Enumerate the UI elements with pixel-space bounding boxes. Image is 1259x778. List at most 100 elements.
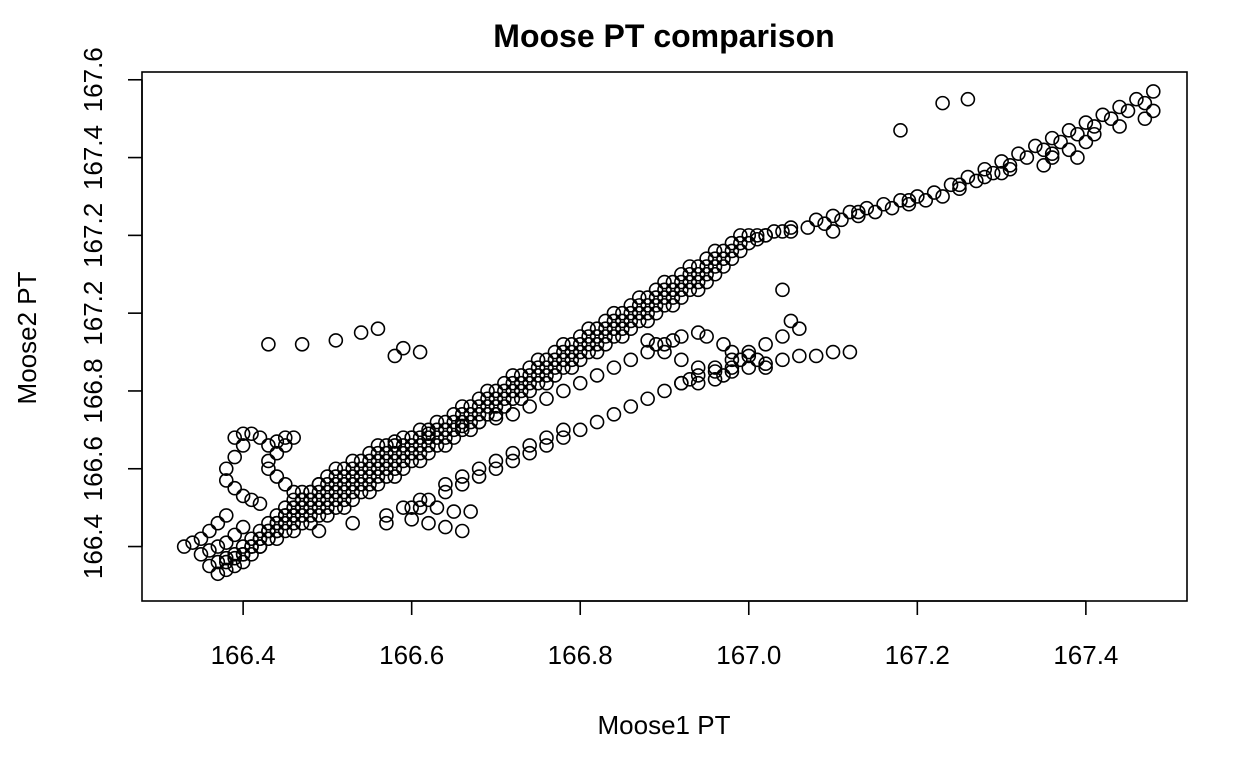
data-point: [1087, 126, 1102, 142]
data-point: [438, 438, 453, 453]
data-point: [286, 484, 301, 500]
data-point: [395, 453, 411, 469]
data-point: [1061, 123, 1077, 138]
data-point: [623, 399, 639, 414]
x-tick-label: 166.6: [379, 640, 444, 670]
data-point: [1095, 107, 1111, 123]
data-point: [320, 484, 335, 500]
data-point: [277, 500, 293, 515]
data-point: [716, 259, 731, 274]
data-point: [202, 543, 217, 558]
data-point: [471, 469, 487, 484]
data-point: [631, 298, 647, 313]
data-point: [454, 418, 470, 434]
data-point: [463, 406, 478, 422]
data-point: [749, 228, 765, 243]
data-point: [235, 488, 251, 504]
data-point: [336, 492, 352, 508]
data-point: [589, 414, 605, 430]
data-point: [1019, 150, 1035, 165]
data-point: [564, 344, 580, 360]
data-point: [564, 336, 580, 352]
data-point: [572, 344, 588, 360]
data-point: [353, 477, 369, 492]
data-point: [454, 477, 470, 492]
data-point: [294, 484, 310, 500]
data-point: [277, 508, 293, 523]
data-point: [320, 477, 335, 492]
data-point: [370, 453, 386, 469]
y-axis: 166.4 166.6 166.8 167.2 167.2 167.4 167.6: [78, 47, 143, 579]
data-point: [1078, 134, 1094, 150]
data-point: [480, 383, 495, 399]
data-point: [446, 414, 462, 430]
data-point: [716, 243, 731, 259]
data-point: [370, 461, 386, 477]
data-point: [640, 305, 655, 321]
data-point: [497, 399, 512, 414]
data-point: [530, 360, 546, 375]
data-point: [960, 169, 976, 185]
data-point: [682, 371, 698, 387]
data-point: [657, 290, 672, 305]
data-point: [412, 500, 428, 515]
data-point: [412, 445, 428, 461]
data-point: [244, 531, 259, 547]
data-point: [682, 266, 698, 282]
data-point: [244, 426, 259, 442]
data-point: [657, 336, 672, 352]
data-point: [640, 298, 655, 313]
data-point: [235, 438, 251, 453]
data-point: [733, 243, 748, 259]
data-point: [438, 477, 453, 492]
data-point: [497, 391, 512, 407]
data-point: [218, 562, 234, 578]
data-point: [404, 445, 419, 461]
data-point: [497, 383, 512, 399]
data-point: [539, 360, 554, 375]
data-point: [362, 445, 377, 461]
data-point: [606, 360, 622, 375]
data-point: [589, 321, 605, 337]
data-point: [884, 200, 900, 216]
data-point: [1112, 119, 1127, 134]
data-point: [252, 523, 268, 539]
data-point: [606, 329, 622, 344]
data-point: [1087, 119, 1102, 134]
data-point: [640, 313, 655, 329]
data-point: [674, 282, 689, 298]
data-point: [1061, 142, 1077, 158]
data-point: [648, 298, 664, 313]
data-point: [724, 251, 740, 267]
data-point: [497, 375, 512, 391]
data-point: [1129, 91, 1144, 107]
data-point: [488, 406, 504, 422]
data-point: [269, 531, 285, 547]
x-tick-label: 167.0: [716, 640, 781, 670]
data-point: [328, 500, 344, 515]
data-point: [471, 461, 487, 477]
data-point: [471, 391, 487, 407]
data-point: [589, 344, 605, 360]
data-point: [741, 235, 757, 251]
data-point: [513, 391, 529, 407]
data-point: [438, 430, 453, 445]
data-point: [775, 282, 790, 298]
data-point: [235, 426, 251, 442]
data-point: [286, 508, 301, 523]
data-point: [648, 336, 664, 352]
data-point: [707, 266, 723, 282]
data-point: [690, 266, 706, 282]
data-point: [792, 348, 807, 364]
y-tick-label: 167.2: [78, 281, 108, 346]
data-point: [792, 321, 807, 337]
data-point: [547, 352, 563, 368]
data-point: [261, 461, 276, 477]
data-point: [741, 360, 757, 375]
data-point: [707, 360, 723, 375]
data-point: [665, 298, 681, 313]
data-point: [1028, 138, 1043, 154]
data-point: [488, 461, 504, 477]
data-point: [522, 399, 537, 414]
data-point: [935, 189, 950, 204]
